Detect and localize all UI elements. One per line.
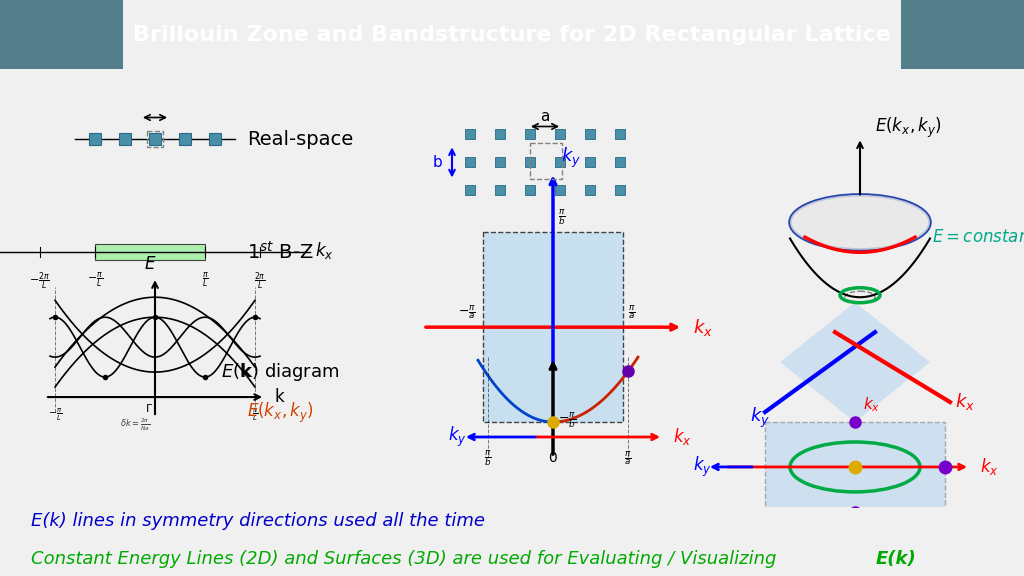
FancyBboxPatch shape: [209, 134, 221, 146]
Text: Constant Energy Lines (2D) and Surfaces (3D) are used for Evaluating / Visualizi: Constant Energy Lines (2D) and Surfaces …: [31, 550, 782, 567]
Text: $k_y$: $k_y$: [449, 425, 467, 449]
Text: $\frac{\pi}{a}$: $\frac{\pi}{a}$: [625, 449, 632, 467]
FancyBboxPatch shape: [465, 130, 475, 139]
Text: a: a: [541, 109, 550, 124]
FancyBboxPatch shape: [525, 130, 535, 139]
FancyBboxPatch shape: [615, 185, 625, 195]
FancyBboxPatch shape: [585, 157, 595, 168]
FancyBboxPatch shape: [119, 134, 131, 146]
FancyBboxPatch shape: [555, 185, 565, 195]
Text: $E(\mathbf{k})$ diagram: $E(\mathbf{k})$ diagram: [221, 361, 339, 383]
FancyBboxPatch shape: [615, 157, 625, 168]
Text: E: E: [144, 255, 156, 273]
Text: $k_x$: $k_x$: [693, 317, 713, 338]
Text: Real-space: Real-space: [247, 130, 353, 149]
Text: b: b: [433, 155, 442, 170]
Text: $-\frac{\pi}{a}$: $-\frac{\pi}{a}$: [458, 302, 476, 320]
Bar: [95, 244, 205, 260]
FancyBboxPatch shape: [495, 130, 505, 139]
Bar: [530, 143, 562, 179]
Text: $E(k_x, k_y)$: $E(k_x, k_y)$: [874, 115, 942, 139]
Text: $\frac{\pi}{b}$: $\frac{\pi}{b}$: [558, 208, 565, 228]
Text: $-\frac{2\pi}{L}$: $-\frac{2\pi}{L}$: [30, 270, 50, 291]
FancyBboxPatch shape: [585, 130, 595, 139]
FancyBboxPatch shape: [465, 157, 475, 168]
Text: $\frac{\pi}{L}$: $\frac{\pi}{L}$: [252, 406, 258, 423]
Bar: [483, 232, 623, 422]
Ellipse shape: [790, 195, 930, 250]
FancyBboxPatch shape: [555, 130, 565, 139]
Text: $\frac{\pi}{L}$: $\frac{\pi}{L}$: [202, 270, 208, 289]
Text: $\frac{\pi}{a}$: $\frac{\pi}{a}$: [628, 302, 635, 320]
Text: $k_x$: $k_x$: [955, 391, 975, 412]
Bar: [901, 0, 1024, 69]
Text: $k_y$: $k_y$: [693, 455, 712, 479]
Bar: [765, 422, 945, 512]
FancyBboxPatch shape: [615, 130, 625, 139]
Text: k: k: [275, 388, 285, 406]
FancyBboxPatch shape: [89, 134, 101, 146]
FancyBboxPatch shape: [525, 157, 535, 168]
Text: $k_x$: $k_x$: [980, 456, 998, 478]
FancyBboxPatch shape: [465, 185, 475, 195]
Text: $-\frac{\pi}{b}$: $-\frac{\pi}{b}$: [558, 411, 577, 431]
Text: $\delta k = \frac{2\pi}{Na}$: $\delta k = \frac{2\pi}{Na}$: [120, 416, 151, 433]
Text: $k_x$: $k_x$: [673, 426, 691, 448]
Text: $\Gamma$: $\Gamma$: [145, 402, 153, 414]
FancyBboxPatch shape: [585, 185, 595, 195]
Text: $1^{st}$ B-Z: $1^{st}$ B-Z: [247, 241, 313, 263]
Text: $E(k_x, k_y)$: $E(k_x, k_y)$: [247, 401, 313, 425]
FancyBboxPatch shape: [555, 157, 565, 168]
Text: $\frac{\pi}{b}$: $\frac{\pi}{b}$: [484, 449, 492, 469]
Bar: [0, 0, 123, 69]
Text: $k_x$: $k_x$: [863, 395, 881, 414]
FancyBboxPatch shape: [525, 185, 535, 195]
Text: $k_y$: $k_y$: [750, 406, 770, 430]
Text: $-\frac{\pi}{L}$: $-\frac{\pi}{L}$: [87, 270, 103, 289]
FancyBboxPatch shape: [150, 134, 161, 146]
FancyBboxPatch shape: [495, 157, 505, 168]
Polygon shape: [780, 302, 930, 422]
Text: $0$: $0$: [548, 451, 558, 465]
Text: E(k) lines in symmetry directions used all the time: E(k) lines in symmetry directions used a…: [31, 512, 484, 530]
FancyBboxPatch shape: [179, 134, 191, 146]
Text: $E{=}constant$: $E{=}constant$: [932, 228, 1024, 247]
Text: $k_y$: $k_y$: [561, 146, 581, 170]
FancyBboxPatch shape: [495, 185, 505, 195]
Text: $k_x$: $k_x$: [315, 240, 334, 261]
Text: $\frac{2\pi}{L}$: $\frac{2\pi}{L}$: [254, 270, 266, 291]
Text: $-\frac{\pi}{L}$: $-\frac{\pi}{L}$: [48, 406, 62, 423]
Text: Brillouin Zone and Bandstructure for 2D Rectangular Lattice: Brillouin Zone and Bandstructure for 2D …: [133, 25, 891, 44]
Text: E(k): E(k): [876, 550, 916, 567]
